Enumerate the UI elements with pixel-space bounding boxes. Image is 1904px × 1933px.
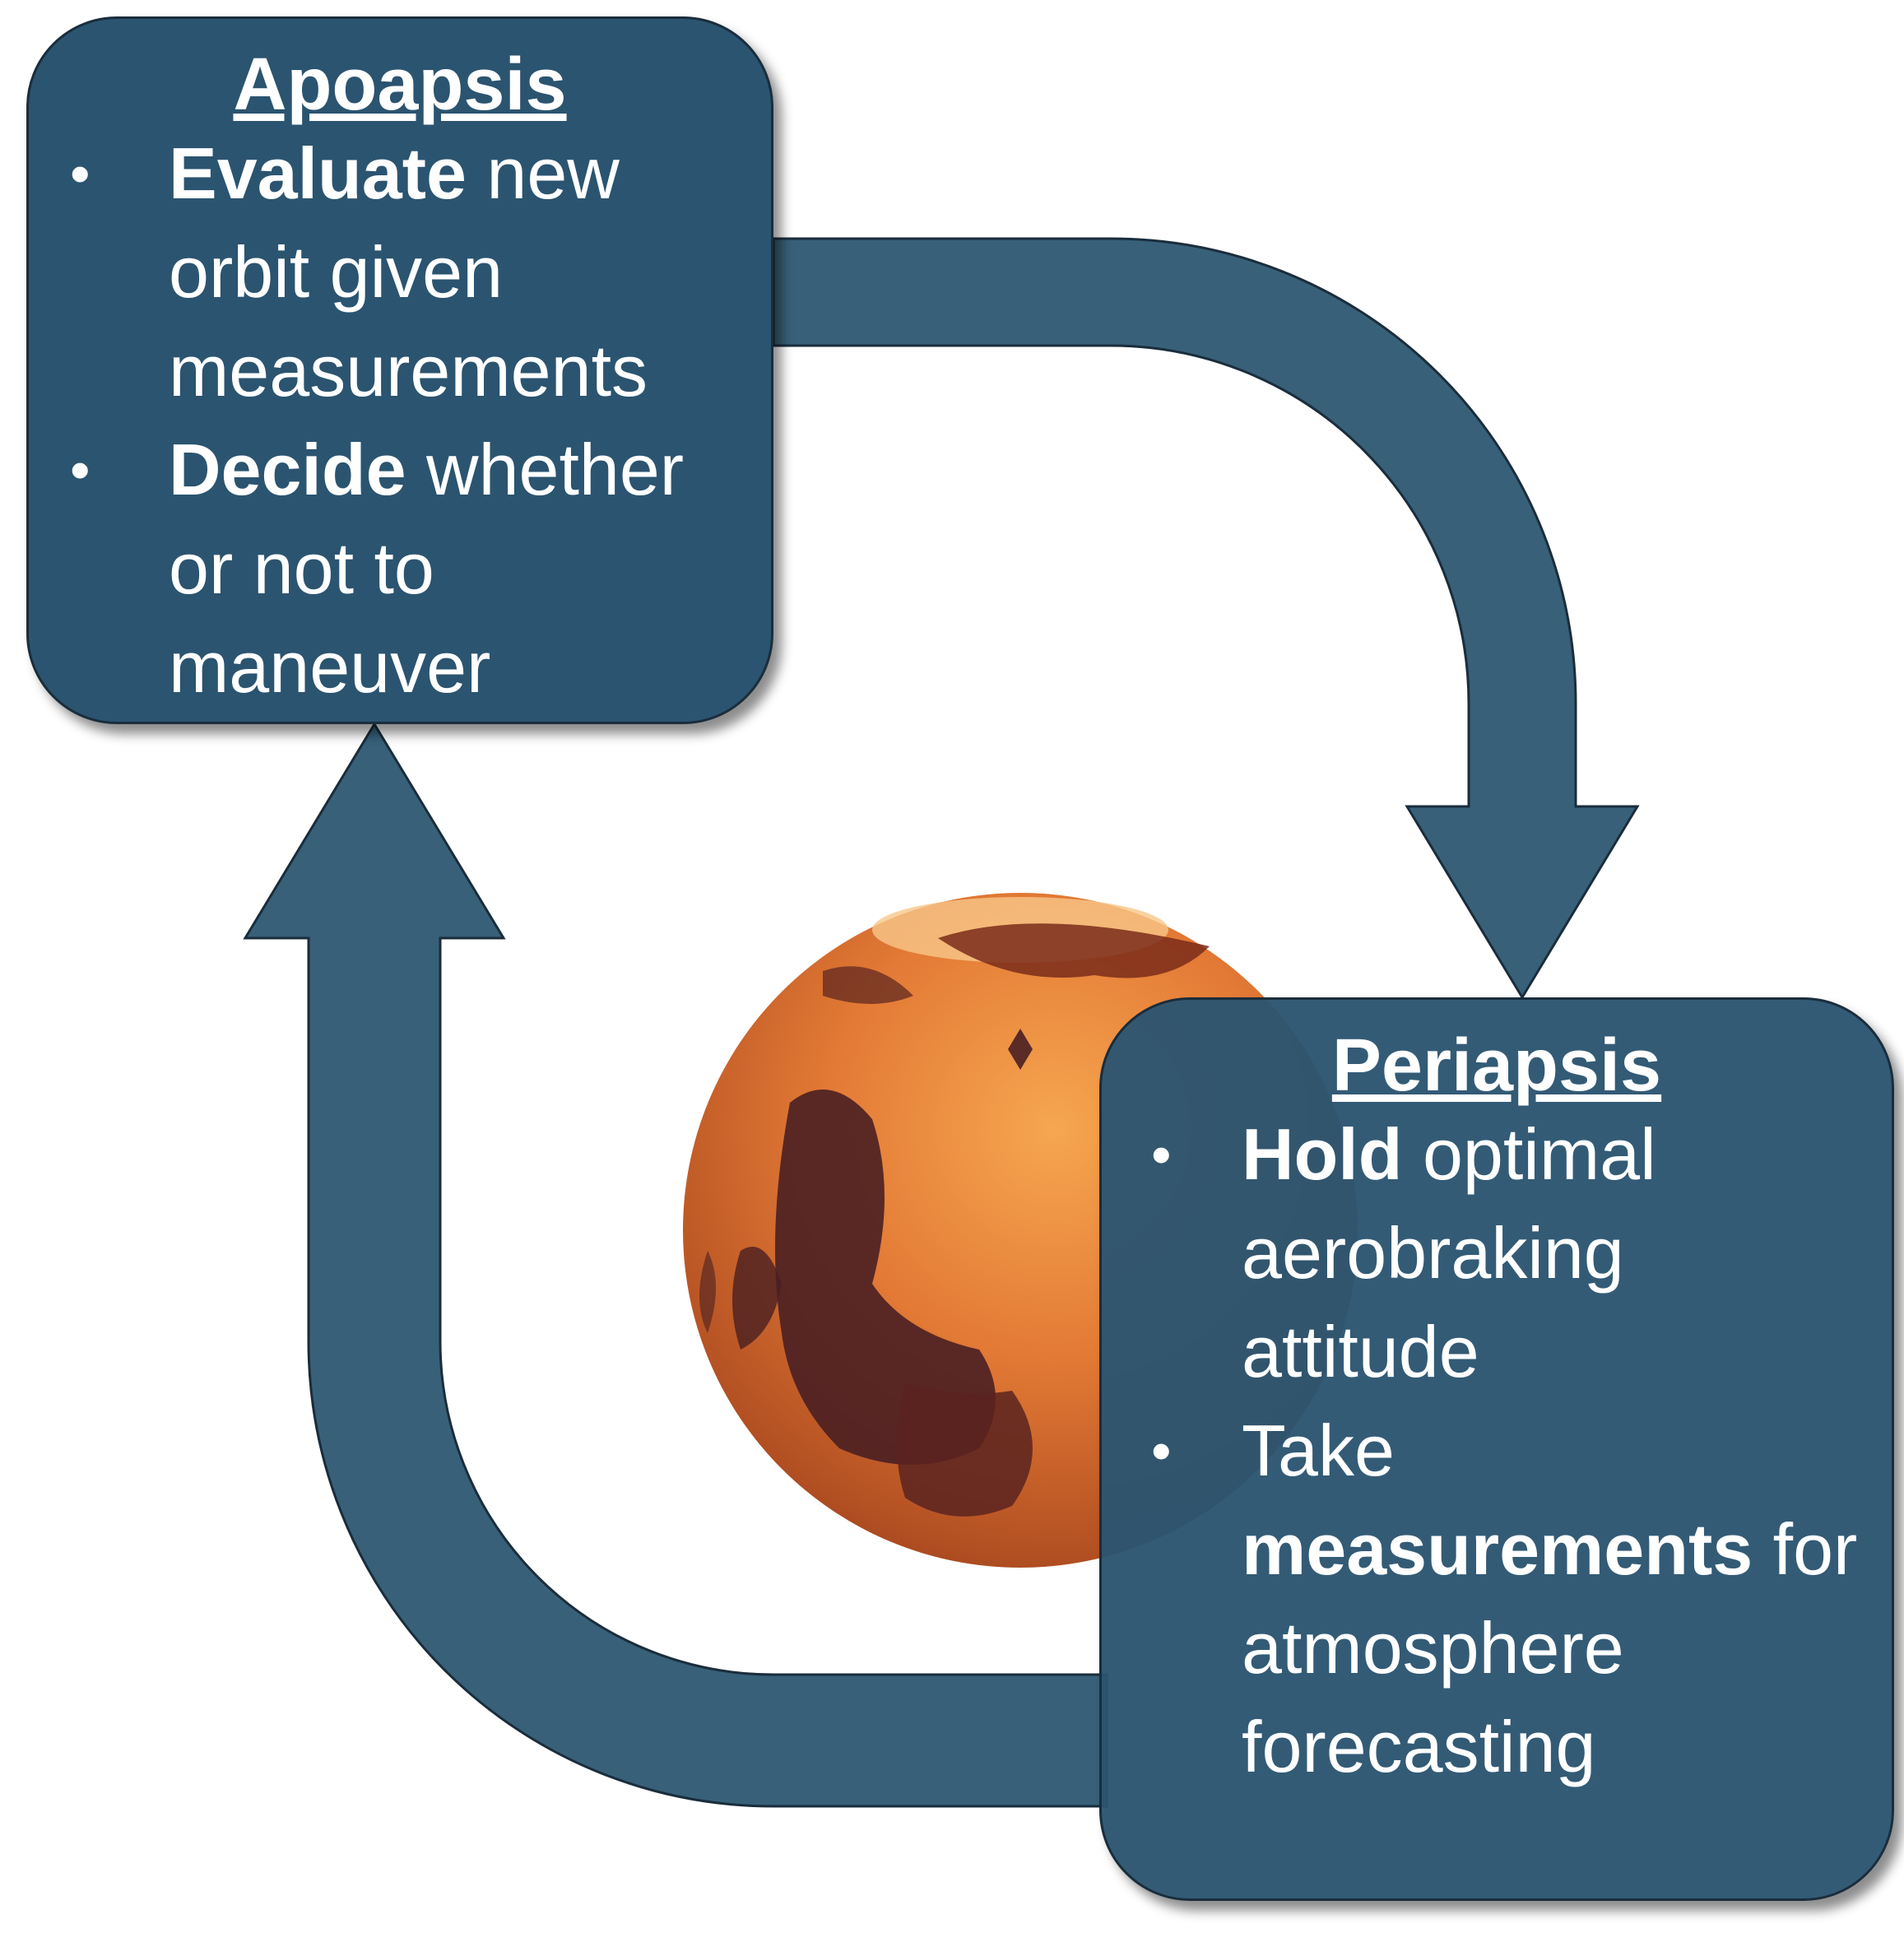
apoapsis-bullet-list: Evaluate new orbit given measurements De… [29,124,771,717]
bullet-keyword: Hold [1242,1113,1403,1195]
apoapsis-title: Apoapsis [233,44,567,126]
bullet-text: for atmosphere forecasting [1242,1508,1858,1787]
periapsis-bullet-measure: Take measurements for atmosphere forecas… [1102,1401,1892,1796]
apoapsis-bullet-evaluate: Evaluate new orbit given measurements [29,124,771,421]
bullet-keyword: Decide [169,429,406,510]
bullet-text: new orbit given measurements [169,132,648,411]
periapsis-box: Periapsis Hold optimal aerobraking attit… [1099,997,1894,1901]
arrow-peri-to-apo [243,722,1108,1808]
arrow-apo-to-peri [772,237,1640,1000]
bullet-text: optimal aerobraking attitude [1242,1113,1656,1392]
periapsis-bullet-hold: Hold optimal aerobraking attitude [1102,1105,1892,1401]
periapsis-title: Periapsis [1331,1025,1662,1107]
bullet-keyword: Evaluate [169,132,467,214]
bullet-text: whether or not to maneuver [169,429,685,708]
bullet-prefix: Take [1242,1410,1395,1491]
bullet-keyword: measurements [1242,1508,1753,1590]
periapsis-bullet-list: Hold optimal aerobraking attitude Take m… [1102,1105,1892,1796]
apoapsis-bullet-decide: Decide whether or not to maneuver [29,421,771,717]
apoapsis-box: Apoapsis Evaluate new orbit given measur… [26,16,773,724]
